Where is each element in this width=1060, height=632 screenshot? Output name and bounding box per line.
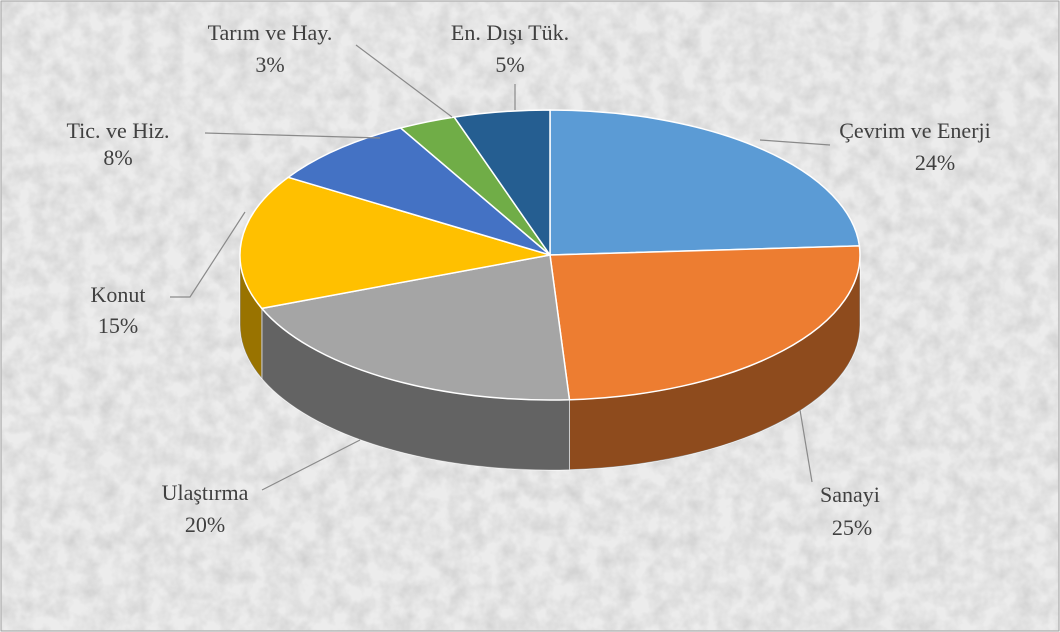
category-label: Tarım ve Hay. bbox=[208, 20, 333, 45]
value-label: 3% bbox=[255, 52, 284, 77]
category-label: Konut bbox=[91, 282, 146, 307]
category-label: Sanayi bbox=[820, 482, 880, 507]
leader-line bbox=[204, 132, 381, 139]
pie-tops bbox=[239, 109, 861, 401]
value-label: 8% bbox=[103, 145, 132, 170]
value-label: 15% bbox=[98, 313, 138, 338]
slice-side-shade bbox=[261, 308, 570, 470]
labels: Çevrim ve Enerji 24% Sanayi 25% Ulaştırma 20%… bbox=[66, 20, 990, 540]
category-label: En. Dışı Tük. bbox=[451, 20, 569, 45]
slice bbox=[549, 245, 861, 401]
category-label: Tic. ve Hiz. bbox=[66, 118, 169, 143]
leader-line bbox=[799, 409, 813, 483]
leader-line bbox=[759, 139, 831, 146]
slice bbox=[452, 109, 551, 258]
leader-line bbox=[355, 44, 453, 118]
pie-sides bbox=[239, 254, 861, 471]
category-label: Ulaştırma bbox=[162, 480, 249, 505]
slice bbox=[286, 127, 551, 256]
slice-side-shade bbox=[569, 255, 860, 470]
value-label: 25% bbox=[832, 515, 872, 540]
value-label: 24% bbox=[915, 150, 955, 175]
value-label: 5% bbox=[495, 52, 524, 77]
category-label: Çevrim ve Enerji bbox=[839, 118, 991, 143]
value-label: 20% bbox=[185, 512, 225, 537]
slice bbox=[260, 254, 571, 401]
slice-side-shade bbox=[240, 255, 262, 379]
slice bbox=[549, 109, 861, 256]
slice bbox=[239, 176, 551, 310]
leader-line bbox=[261, 439, 361, 491]
leader-line bbox=[170, 211, 246, 298]
